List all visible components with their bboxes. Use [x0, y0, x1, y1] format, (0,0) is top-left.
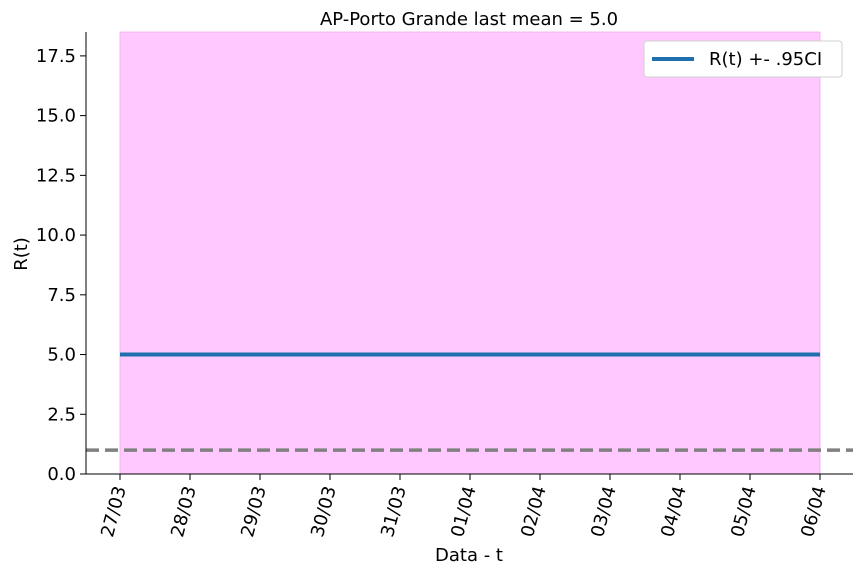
- legend: R(t) +- .95CI: [643, 40, 843, 78]
- y-tick-label: 7.5: [47, 285, 76, 306]
- y-axis-title: R(t): [11, 237, 32, 271]
- y-tick-label: 0.0: [47, 464, 76, 485]
- chart-title: AP-Porto Grande last mean = 5.0: [320, 9, 618, 30]
- x-tick-label: 05/04: [727, 484, 761, 540]
- y-tick-label: 17.5: [36, 46, 76, 67]
- x-tick-label: 28/03: [167, 484, 201, 540]
- x-axis-title: Data - t: [435, 545, 503, 566]
- y-tick-label: 5.0: [47, 345, 76, 366]
- x-tick-label: 27/03: [97, 484, 131, 540]
- x-tick-label: 06/04: [797, 484, 831, 540]
- y-tick-label: 15.0: [36, 106, 76, 127]
- x-tick-label: 02/04: [517, 484, 551, 540]
- x-tick-label: 04/04: [657, 484, 691, 540]
- legend-box: [643, 40, 843, 78]
- y-tick-label: 12.5: [36, 165, 76, 186]
- x-tick-label: 30/03: [307, 484, 341, 540]
- x-tick-label: 03/04: [587, 484, 621, 540]
- plot-area: 0.0 2.5 5.0 7.5 10.0 12.5 15.0 17.5 27/03 28/03 29…: [36, 31, 853, 540]
- legend-label: R(t) +- .95CI: [709, 49, 822, 70]
- x-tick-label: 31/03: [377, 484, 411, 540]
- x-tick-label: 01/04: [447, 484, 481, 540]
- confidence-band: [119, 31, 821, 475]
- y-tick-label: 10.0: [36, 225, 76, 246]
- y-tick-label: 2.5: [47, 404, 76, 425]
- x-tick-label: 29/03: [237, 484, 271, 540]
